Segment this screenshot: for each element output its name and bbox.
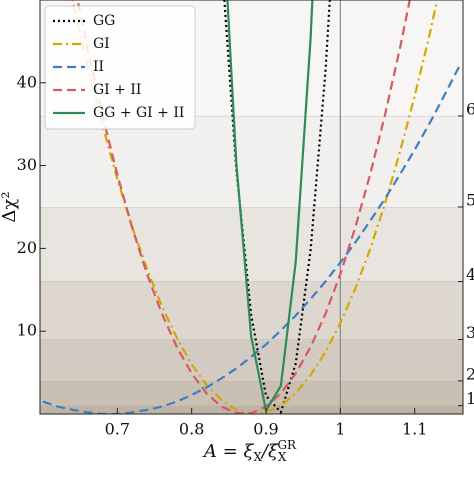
x-tick-label: 1.1 bbox=[402, 420, 427, 439]
x-tick-label: 0.7 bbox=[105, 420, 130, 439]
band bbox=[40, 380, 463, 406]
y2-tick-label: 6 bbox=[466, 99, 474, 118]
y2-tick-label: 2 bbox=[466, 364, 474, 383]
band bbox=[40, 405, 463, 414]
y-tick-label: 20 bbox=[17, 238, 37, 257]
legend-label: GI + II bbox=[93, 82, 141, 98]
legend: GG GI II GI + II GG + GI + II bbox=[44, 5, 196, 130]
curve bbox=[76, 0, 411, 414]
y2-tick-label: 3 bbox=[466, 323, 474, 342]
y2-tick-label: 4 bbox=[466, 265, 474, 284]
curve bbox=[223, 0, 331, 414]
x-tick-label: 0.9 bbox=[253, 420, 278, 439]
band bbox=[40, 207, 463, 282]
x-axis-label-part: X bbox=[253, 450, 262, 464]
y-axis-label: Δχ² bbox=[0, 191, 20, 222]
band bbox=[40, 339, 463, 381]
y2-tick-label: 5 bbox=[466, 191, 474, 210]
y2-tick-label: 1 bbox=[466, 389, 474, 408]
band bbox=[40, 115, 463, 207]
x-axis-label-part: A = ξ bbox=[202, 441, 255, 462]
x-axis-label-part: /ξ bbox=[260, 441, 279, 462]
y-tick-label: 10 bbox=[17, 321, 37, 340]
y-tick-label: 40 bbox=[17, 72, 37, 91]
curve bbox=[226, 0, 314, 412]
curves bbox=[42, 0, 461, 414]
legend-box bbox=[44, 5, 196, 130]
legend-label: GG + GI + II bbox=[93, 105, 184, 121]
legend-label: GI bbox=[93, 36, 110, 52]
y-tick-label: 30 bbox=[17, 155, 37, 174]
x-tick-label: 1 bbox=[335, 420, 345, 439]
legend-label: GG bbox=[93, 13, 115, 29]
legend-label: II bbox=[93, 59, 104, 75]
curve bbox=[71, 0, 439, 414]
x-axis-label-part: GR bbox=[277, 438, 297, 452]
x-axis-label: A = ξX/ξXGR bbox=[202, 438, 297, 464]
curve bbox=[42, 65, 461, 414]
x-tick-label: 0.8 bbox=[179, 420, 204, 439]
x-axis-label-part: X bbox=[278, 450, 287, 464]
